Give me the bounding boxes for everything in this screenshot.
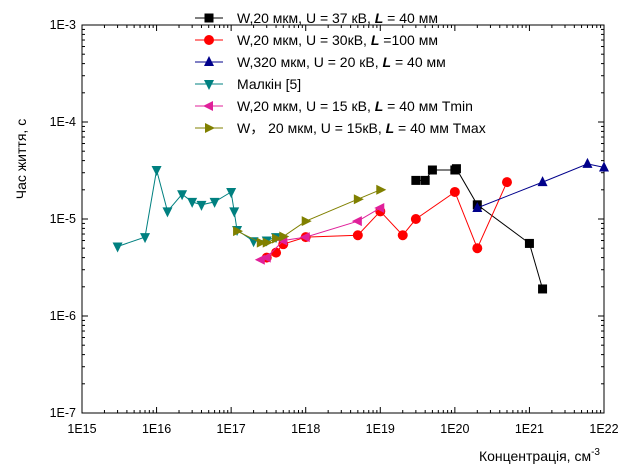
data-point	[254, 254, 265, 265]
data-point	[451, 164, 461, 174]
legend-entry-3: W,320 мкм, U = 20 кВ, L = 40 мм	[195, 54, 446, 70]
legend-marker	[205, 123, 215, 133]
legend-label: Малкін [5]	[237, 76, 301, 92]
legend-label: W,20 мкм, U = 30кВ, L =100 мм	[237, 32, 438, 48]
legend-entry-2: W,20 мкм, U = 30кВ, L =100 мм	[195, 32, 438, 48]
data-point	[538, 284, 548, 294]
legend-entry-5: W,20 мкм, U = 15 кВ, L = 40 мм Tmin	[195, 98, 473, 114]
x-tick-label: 1E20	[440, 422, 469, 436]
data-point	[209, 197, 220, 208]
x-tick-label: 1E21	[515, 422, 544, 436]
data-point	[226, 187, 237, 198]
y-axis-label: Час життя, с	[13, 119, 29, 199]
series-3	[472, 157, 609, 212]
series-2	[261, 177, 512, 263]
legend-marker	[204, 80, 214, 90]
data-point	[376, 184, 387, 195]
series-5	[254, 202, 385, 265]
legend-label: W,20 мкм, U = 37 кВ, L = 40 мм	[237, 10, 438, 26]
legend: W,20 мкм, U = 37 кВ, L = 40 мм W,20 мкм, …	[195, 10, 486, 136]
data-point	[397, 230, 408, 241]
x-tick-label: 1E22	[589, 422, 618, 436]
data-point	[271, 247, 282, 258]
legend-entry-1: W,20 мкм, U = 37 кВ, L = 40 мм	[195, 10, 438, 26]
y-tick-label: 1E-4	[50, 115, 76, 129]
data-point	[374, 202, 385, 213]
series-4	[112, 166, 282, 253]
data-point	[537, 176, 548, 187]
data-point	[187, 197, 198, 208]
data-point	[301, 216, 312, 227]
legend-marker	[204, 56, 214, 66]
data-point	[411, 175, 421, 185]
data-point	[524, 238, 534, 248]
data-point	[410, 214, 421, 224]
legend-label: W， 20 мкм, U = 15кВ, L = 40 мм Tмах	[237, 120, 486, 136]
data-point	[112, 242, 123, 253]
data-point	[140, 233, 151, 244]
data-point	[599, 161, 609, 172]
x-tick-label: 1E19	[366, 422, 395, 436]
data-point	[472, 201, 483, 212]
legend-marker	[203, 101, 213, 111]
data-point	[299, 232, 310, 243]
axes: 1E15 1E16 1E17 1E18 1E19 1E20 1E21 1E22 1E-7 1E-6…	[50, 18, 619, 436]
series-6	[233, 184, 387, 248]
legend-entry-6: W， 20 мкм, U = 15кВ, L = 40 мм Tмах	[195, 120, 486, 136]
data-point	[151, 166, 162, 177]
x-tick-label: 1E16	[142, 422, 171, 436]
x-axis-label-text: Концентрація, см	[479, 448, 591, 464]
plot-frame	[81, 24, 605, 414]
data-point	[472, 243, 483, 254]
legend-label: W,20 мкм, U = 15 кВ, L = 40 мм Tmin	[237, 98, 473, 114]
data-point	[196, 200, 207, 211]
data-point	[279, 231, 290, 242]
x-axis-label-sup: -3	[591, 447, 600, 458]
legend-label: W,320 мкм, U = 20 кВ, L = 40 мм	[237, 54, 446, 70]
x-tick-label: 1E17	[217, 422, 246, 436]
y-tick-label: 1E-5	[50, 212, 76, 226]
x-tick-label: 1E18	[291, 422, 320, 436]
data-point	[582, 157, 593, 168]
data-point	[248, 237, 259, 248]
data-point	[260, 252, 271, 263]
series-1-line	[415, 167, 544, 290]
y-tick-label: 1E-6	[50, 309, 76, 323]
data-point	[272, 233, 283, 244]
legend-entry-4: Малкін [5]	[195, 76, 301, 92]
data-point	[177, 190, 188, 201]
data-point	[262, 237, 273, 248]
data-point	[233, 226, 244, 237]
legend-marker	[204, 35, 214, 45]
data-point	[420, 175, 430, 185]
series-1	[411, 164, 548, 294]
data-point	[352, 230, 363, 241]
legend-marker	[204, 13, 214, 23]
y-tick-label: 1E-7	[50, 406, 76, 420]
data-point	[162, 207, 173, 218]
data-point	[353, 194, 364, 205]
data-point	[449, 186, 460, 197]
data-point	[501, 177, 512, 188]
y-tick-label: 1E-3	[50, 18, 76, 32]
series-layer	[112, 157, 609, 294]
data-point	[427, 165, 437, 175]
data-point	[351, 216, 362, 227]
series-3-line	[477, 163, 605, 209]
data-point	[229, 207, 240, 218]
x-axis-label: Концентрація, см-3	[479, 447, 600, 464]
x-tick-label: 1E15	[67, 422, 96, 436]
data-point	[256, 237, 267, 248]
